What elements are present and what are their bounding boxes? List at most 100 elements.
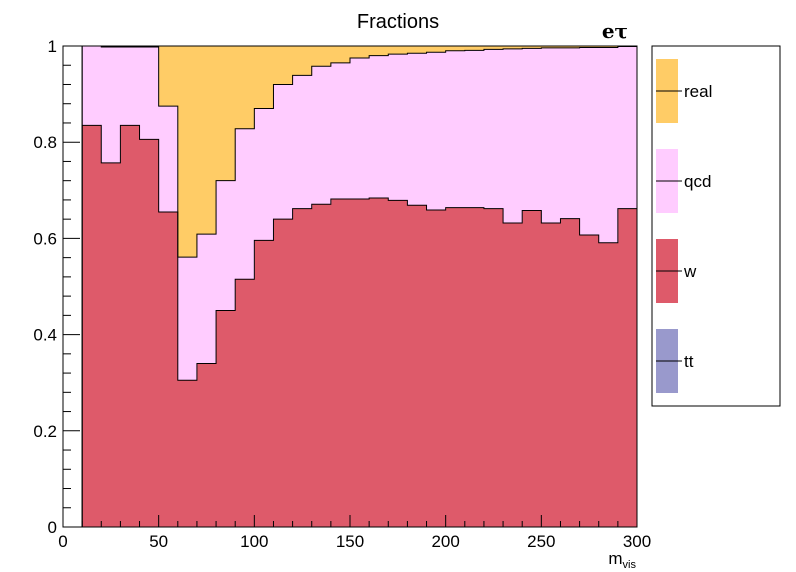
bar-real [330,46,351,63]
bar-real [216,46,236,181]
bar-w [292,208,313,527]
y-tick-label: 0.8 [33,133,57,152]
y-tick-label: 0 [48,518,57,537]
bar-qcd [369,55,389,198]
bar-qcd [311,66,332,205]
bar-qcd [120,46,140,126]
bar-w [560,218,580,527]
bar-w [369,197,389,527]
bar-qcd [235,128,255,280]
bar-w [426,210,447,527]
bar-qcd [196,234,217,364]
chart-title: Fractions [357,11,439,33]
x-tick-label: 0 [58,532,67,551]
bar-qcd [82,46,102,126]
bar-w [522,210,542,527]
bar-real [598,46,619,48]
x-tick-label: 250 [527,532,555,551]
bar-qcd [579,47,600,236]
bar-qcd [560,47,580,219]
legend-label-qcd: qcd [684,172,711,191]
bar-qcd [158,106,179,212]
legend-label-real: real [684,82,712,101]
bar-real [196,46,217,235]
bar-w [579,235,600,527]
bar-qcd [426,52,447,211]
bar-w [407,205,427,527]
bar-real [235,46,255,129]
y-tick-label: 1 [48,37,57,56]
bar-real [541,46,561,48]
bar-qcd [407,53,427,206]
bar-qcd [388,54,408,201]
bar-w [483,208,504,527]
bar-w [216,310,236,527]
bar-real [483,46,504,50]
bar-w [120,125,140,528]
stacked-bars [82,46,638,528]
bar-qcd [330,62,351,199]
bar-qcd [445,50,466,208]
bar-real [158,46,179,107]
bar-qcd [177,257,198,381]
bar-qcd [541,47,561,224]
x-tick-label: 200 [431,532,459,551]
x-axis-label-main: m [608,549,622,568]
bar-w [350,198,370,527]
bar-real [273,46,293,85]
bar-w [158,211,179,527]
bar-qcd [617,46,638,209]
x-axis-label: mvis [608,549,636,571]
legend: real qcd w tt [651,45,781,407]
bar-real [254,46,274,109]
bar-real [369,46,389,56]
bar-w [330,198,351,527]
x-axis: 0 50 100 150 200 250 300 [58,515,651,551]
bar-w [617,208,638,527]
y-axis: 0 0.2 0.4 0.6 0.8 1 [33,37,80,537]
bar-qcd [139,46,160,140]
bar-w [273,219,293,527]
bar-qcd [464,50,485,208]
bar-real [407,46,427,54]
bar-real [292,46,313,76]
channel-annotation: eτ [602,19,628,43]
bar-qcd [216,180,236,311]
outline-qcd [81,45,638,527]
bar-w [464,207,485,527]
bar-w [82,125,102,528]
legend-label-tt: tt [684,352,694,371]
y-tick-label: 0.2 [33,422,57,441]
bar-w [598,242,619,527]
bar-real [579,46,600,48]
bar-w [388,200,408,527]
bar-qcd [483,49,504,209]
bar-w [254,240,274,527]
bar-w [235,279,255,527]
bar-w [177,380,198,527]
bar-w [503,223,523,527]
bar-real [426,46,447,53]
bar-real [388,46,408,55]
bar-qcd [273,84,293,220]
x-tick-label: 50 [149,532,168,551]
bar-qcd [292,75,313,209]
bar-qcd [254,108,274,241]
x-tick-label: 100 [240,532,268,551]
bar-w [445,207,466,527]
bar-w [311,204,332,527]
bar-qcd [503,48,523,224]
bar-w [101,162,121,527]
bar-qcd [350,58,370,199]
bar-qcd [101,46,121,163]
x-tick-label: 150 [336,532,364,551]
x-axis-label-sub: vis [623,559,637,571]
y-tick-label: 0.6 [33,229,57,248]
bar-w [139,139,160,527]
bar-qcd [522,48,542,211]
y-tick-label: 0.4 [33,326,57,345]
x-tick-label: 300 [623,532,651,551]
bar-qcd [598,47,619,243]
bar-w [541,223,561,527]
